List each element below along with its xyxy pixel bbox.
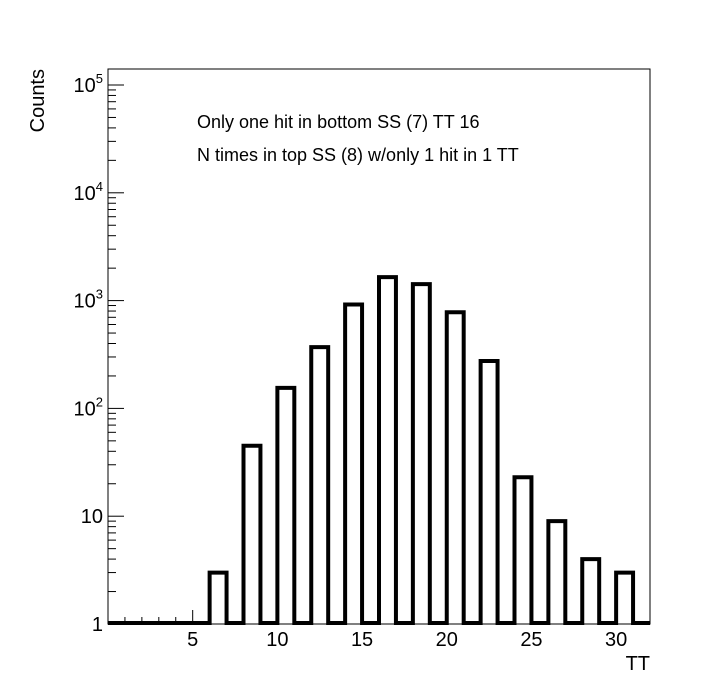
bar-bin-18 bbox=[413, 284, 430, 623]
x-tick-label: 10 bbox=[266, 629, 288, 651]
y-tick-label: 104 bbox=[74, 179, 103, 205]
annotation-line-2: N times in top SS (8) w/only 1 hit in 1 … bbox=[197, 145, 519, 165]
bar-bin-6 bbox=[210, 573, 227, 623]
y-tick-label: 10 bbox=[81, 506, 103, 528]
bar-bin-8 bbox=[244, 446, 261, 623]
y-tick-label: 103 bbox=[74, 287, 103, 313]
bar-bin-24 bbox=[515, 477, 532, 623]
bar-bin-22 bbox=[481, 361, 498, 623]
bars-group bbox=[108, 275, 650, 625]
bar-bin-28 bbox=[582, 559, 599, 623]
x-tick-label: 20 bbox=[436, 629, 458, 651]
bar-bin-16 bbox=[379, 277, 396, 623]
x-tick-label: 15 bbox=[351, 629, 373, 651]
bar-bin-12 bbox=[311, 347, 328, 623]
bar-bin-30 bbox=[616, 573, 633, 623]
y-tick-label: 1 bbox=[92, 614, 103, 636]
histogram-outline bbox=[108, 275, 650, 625]
y-tick-label: 102 bbox=[74, 394, 103, 420]
y-axis-label: Counts bbox=[27, 69, 49, 132]
bar-bin-26 bbox=[548, 521, 565, 623]
x-axis-label: TT bbox=[626, 653, 650, 675]
x-axis-ticks: 5 10 15 20 25 30 bbox=[124, 610, 651, 651]
y-tick-label: 105 bbox=[74, 71, 103, 97]
y-axis-ticks: 1 10 102 103 104 105 bbox=[74, 71, 124, 636]
bar-bin-20 bbox=[447, 312, 464, 623]
x-tick-label: 30 bbox=[605, 629, 627, 651]
x-tick-label: 25 bbox=[520, 629, 542, 651]
bar-bin-10 bbox=[277, 388, 294, 623]
annotation-line-1: Only one hit in bottom SS (7) TT 16 bbox=[197, 112, 479, 132]
x-tick-label: 5 bbox=[187, 629, 198, 651]
bar-bin-14 bbox=[345, 305, 362, 623]
